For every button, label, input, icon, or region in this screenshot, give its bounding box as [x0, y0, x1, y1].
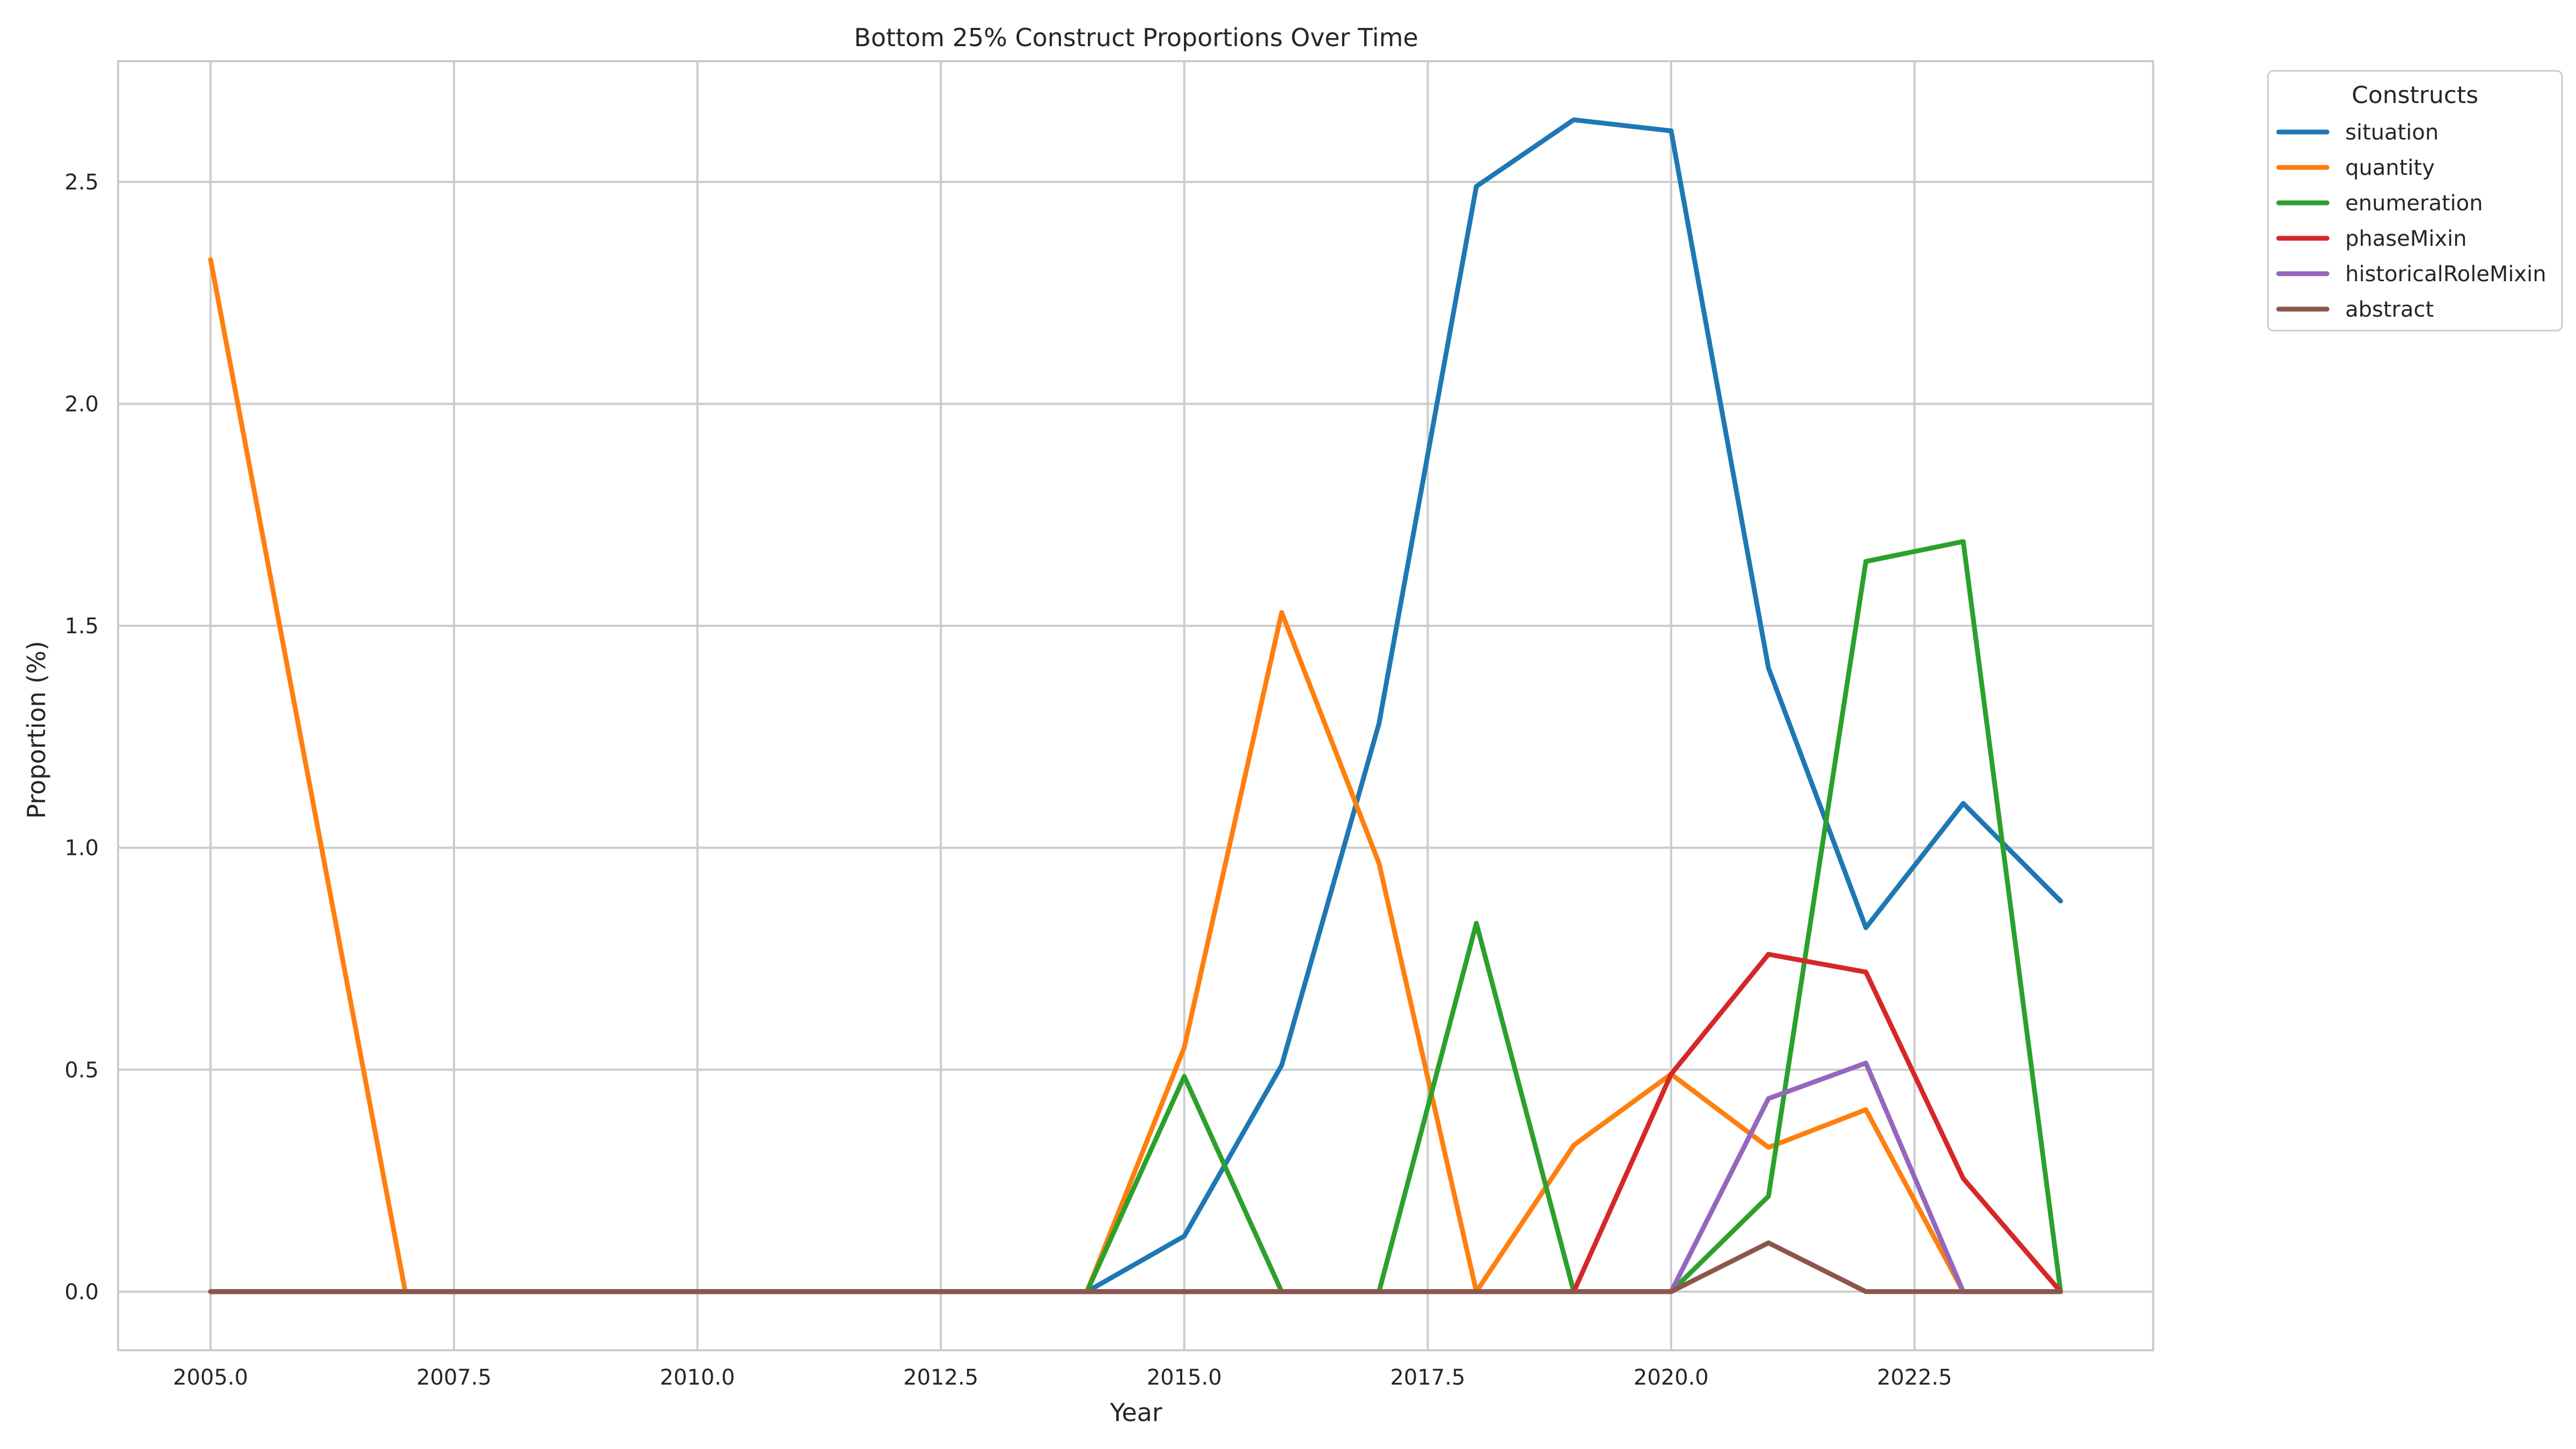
x-tick-label: 2010.0 — [660, 1365, 735, 1390]
series-line-abstract — [208, 1240, 2063, 1294]
x-tick-label: 2012.5 — [903, 1365, 978, 1390]
x-tick-label: 2007.5 — [416, 1365, 492, 1390]
legend-items: situation quantity enumeration phaseMixin hi… — [2276, 120, 2546, 322]
y-axis-ticks: 0.0 0.5 1.0 1.5 2.0 2.5 — [64, 170, 99, 1305]
y-tick-label: 0.0 — [64, 1280, 99, 1305]
legend-frame — [2267, 70, 2563, 332]
y-tick-label: 1.5 — [64, 614, 99, 639]
x-tick-label: 2020.0 — [1634, 1365, 1709, 1390]
chart-title: Bottom 25% Construct Proportions Over Ti… — [854, 23, 1418, 52]
legend-title: Constructs — [2352, 82, 2478, 109]
y-tick-label: 2.0 — [64, 392, 99, 417]
x-tick-label: 2017.5 — [1390, 1365, 1465, 1390]
legend: Constructs situation quantity enumeration p… — [2267, 70, 2563, 332]
plot-area — [118, 61, 2153, 1350]
y-tick-label: 1.0 — [64, 836, 99, 861]
legend-label-situation: situation — [2345, 120, 2439, 145]
x-tick-label: 2015.0 — [1147, 1365, 1222, 1390]
legend-label-historicalRoleMixin: historicalRoleMixin — [2345, 262, 2546, 287]
series-lines — [208, 117, 2063, 1294]
legend-label-abstract: abstract — [2345, 297, 2434, 322]
x-axis-label: Year — [1109, 1398, 1162, 1427]
y-tick-label: 0.5 — [64, 1058, 99, 1082]
y-axis-label: Proportion (%) — [22, 641, 51, 819]
plot-frame — [117, 60, 2154, 1351]
legend-label-phaseMixin: phaseMixin — [2345, 226, 2467, 251]
x-axis-ticks: 2005.0 2007.5 2010.0 2012.5 2015.0 2017.5 2020… — [173, 1365, 1952, 1390]
x-tick-label: 2005.0 — [173, 1365, 248, 1390]
legend-label-enumeration: enumeration — [2345, 191, 2483, 216]
legend-label-quantity: quantity — [2345, 156, 2435, 180]
x-tick-label: 2022.5 — [1877, 1365, 1952, 1390]
y-tick-label: 2.5 — [64, 170, 99, 195]
